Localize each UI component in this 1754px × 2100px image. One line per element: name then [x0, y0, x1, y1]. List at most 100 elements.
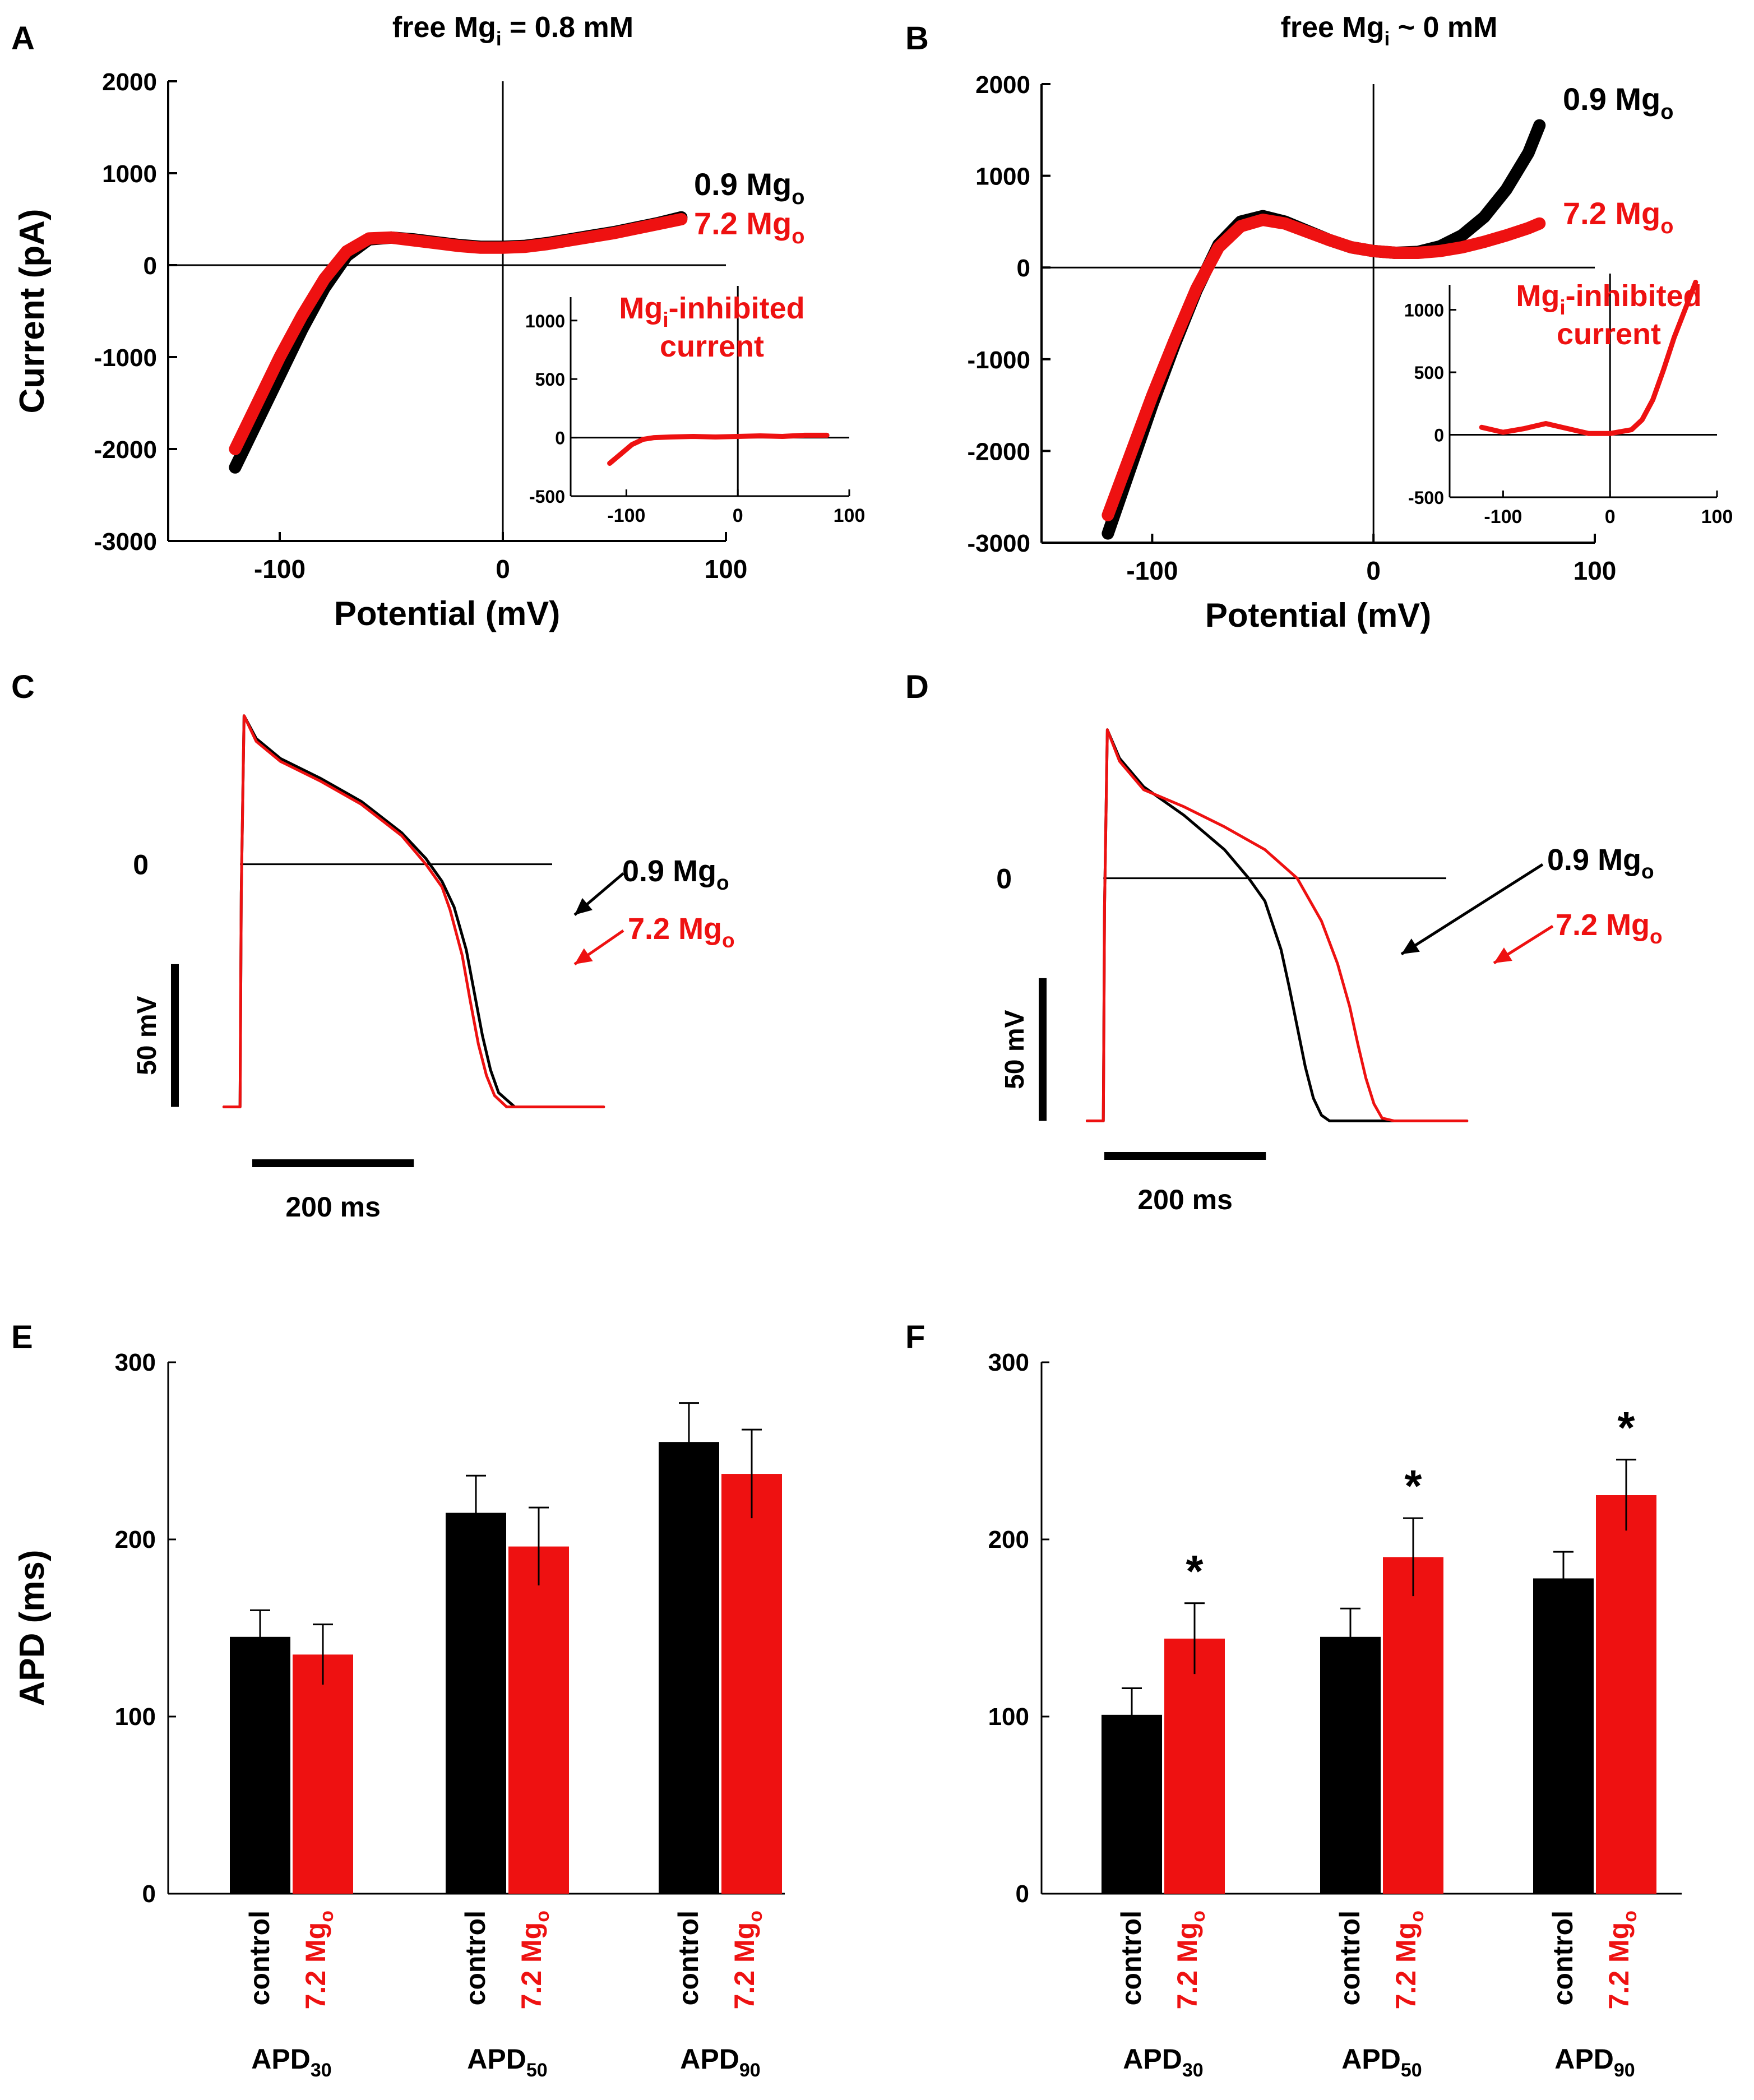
bar-F-control-2	[1533, 1578, 1594, 1894]
inset-x-tick-label-B: -100	[1484, 506, 1522, 528]
category-label-F-2: APD90	[1554, 2043, 1635, 2081]
y-axis-label-E: APD (ms)	[13, 1549, 52, 1706]
voltage-scale-label-D: 50 mV	[1000, 1010, 1030, 1089]
panel-letter-F: F	[905, 1319, 925, 1356]
x-tick-label-B: 100	[1573, 556, 1617, 585]
time-scale-label-C: 200 ms	[285, 1191, 381, 1223]
series-line-A-0	[229, 211, 688, 474]
panel-letter-A: A	[11, 20, 35, 57]
voltage-scale-label-C: 50 mV	[132, 996, 162, 1075]
series-label-treat-C: 7.2 Mgo	[628, 912, 735, 952]
panel-C: C 0 50 mV 200 ms 0.9 Mgo 7.2 Mgo	[11, 669, 735, 1223]
zero-voltage-label-C: 0	[133, 849, 149, 881]
time-scale-label-D: 200 ms	[1137, 1184, 1233, 1215]
bar-F-72Mgo-0	[1164, 1638, 1225, 1894]
inset-y-tick-label-B: 0	[1434, 425, 1444, 446]
series-label-control-A: 0.9 Mgo	[694, 166, 804, 209]
inset-x-tick-label-B: 0	[1605, 506, 1616, 528]
series-line-B-1	[1102, 214, 1546, 521]
y-tick-label-B: -2000	[967, 438, 1030, 465]
y-tick-label-F: 200	[988, 1526, 1029, 1553]
y-tick-label-A: -3000	[94, 528, 157, 556]
inset-y-tick-label-A: 500	[535, 369, 565, 390]
y-tick-label-B: -1000	[967, 346, 1030, 374]
y-tick-label-A: 1000	[102, 160, 157, 188]
x-tick-label-A: -100	[254, 554, 306, 584]
bar-E-72Mgo-0	[293, 1654, 353, 1894]
bar-F-control-0	[1102, 1714, 1162, 1894]
inset-y-tick-label-A: -500	[529, 487, 565, 507]
bar-label-control-F-2: control	[1547, 1911, 1579, 2005]
ap-trace-D-1	[1085, 728, 1469, 1122]
y-tick-label-B: 1000	[975, 163, 1030, 191]
bar-label-control-E-0: control	[244, 1911, 275, 2005]
series-label-control-B: 0.9 Mgo	[1563, 81, 1673, 124]
y-tick-label-E: 0	[142, 1880, 156, 1908]
panel-letter-E: E	[11, 1319, 33, 1356]
bar-E-72Mgo-2	[721, 1474, 782, 1894]
zero-voltage-label-D: 0	[996, 863, 1012, 895]
series-label-treat-B: 7.2 Mgo	[1563, 196, 1673, 238]
x-axis-label-B: Potential (mV)	[1205, 596, 1431, 634]
inset-title-B: Mgi-inhibited	[1516, 279, 1701, 319]
y-tick-label-F: 0	[1016, 1880, 1029, 1908]
bar-F-72Mgo-2	[1596, 1495, 1656, 1894]
inset-y-tick-label-A: 1000	[525, 311, 565, 331]
y-tick-label-B: 2000	[975, 71, 1030, 99]
panel-letter-D: D	[905, 669, 929, 705]
y-tick-label-A: -2000	[94, 436, 157, 464]
arrow-head-treat-C	[575, 948, 593, 964]
y-tick-label-A: -1000	[94, 344, 157, 372]
y-tick-label-E: 200	[115, 1526, 156, 1553]
bar-E-control-0	[230, 1636, 290, 1894]
y-tick-label-A: 2000	[102, 68, 157, 96]
y-tick-label-E: 100	[115, 1703, 156, 1731]
y-tick-label-E: 300	[115, 1349, 156, 1376]
inset-y-tick-label-B: -500	[1408, 488, 1444, 508]
ap-trace-C-1	[222, 714, 605, 1108]
x-tick-label-B: -100	[1126, 556, 1178, 585]
category-label-E-0: APD30	[251, 2043, 331, 2081]
inset-series-line-A-0	[607, 432, 830, 466]
bar-label-treat-E-1: 7.2 Mgo	[516, 1911, 553, 2009]
y-tick-label-A: 0	[144, 252, 157, 280]
arrow-head-control-C	[575, 898, 593, 915]
inset-x-tick-label-A: -100	[607, 505, 645, 526]
bar-label-control-F-1: control	[1334, 1911, 1366, 2005]
panel-letter-B: B	[905, 20, 929, 57]
x-tick-label-A: 100	[705, 554, 748, 584]
bar-label-treat-E-0: 7.2 Mgo	[300, 1911, 337, 2009]
ap-trace-C-0	[222, 714, 605, 1108]
panel-D: D 0 50 mV 200 ms 0.9 Mgo 7.2 Mgo	[905, 669, 1663, 1215]
significance-star-F-1: *	[1404, 1461, 1422, 1511]
y-tick-label-B: -3000	[967, 530, 1030, 557]
bar-F-72Mgo-1	[1383, 1557, 1443, 1894]
series-line-A-1	[229, 213, 688, 455]
inset-title-A: Mgi-inhibited	[619, 292, 804, 331]
panel-E: E 0 100 200 300 APD (ms) control 7.2 Mgo APD30 co…	[11, 1319, 785, 2081]
series-label-control-C: 0.9 Mgo	[622, 854, 729, 894]
inset-x-tick-label-A: 0	[733, 505, 743, 526]
panel-F: F 0 100 200 300 * control 7.2 Mgo APD30 * control 7…	[905, 1319, 1682, 2081]
inset-series-line-B-0	[1479, 280, 1699, 436]
inset-title-line2-A: current	[660, 330, 764, 363]
arrow-shaft-control-D	[1400, 863, 1544, 956]
series-label-control-D: 0.9 Mgo	[1547, 843, 1654, 883]
bar-E-72Mgo-1	[508, 1546, 569, 1894]
bar-label-treat-F-1: 7.2 Mgo	[1390, 1911, 1428, 2009]
x-axis-label-A: Potential (mV)	[334, 595, 560, 632]
category-label-E-1: APD50	[467, 2043, 547, 2081]
panel-title-A: free Mgi = 0.8 mM	[392, 11, 633, 50]
inset-y-tick-label-A: 0	[555, 428, 565, 448]
category-label-E-2: APD90	[680, 2043, 760, 2081]
y-tick-label-F: 300	[988, 1349, 1029, 1376]
category-label-F-0: APD30	[1123, 2043, 1203, 2081]
inset-x-tick-label-B: 100	[1701, 506, 1733, 528]
x-tick-label-B: 0	[1366, 556, 1381, 585]
category-label-F-1: APD50	[1341, 2043, 1422, 2081]
bar-label-control-E-1: control	[460, 1911, 491, 2005]
inset-title-line2-B: current	[1557, 317, 1661, 351]
y-axis-label-A: Current (pA)	[13, 209, 52, 413]
